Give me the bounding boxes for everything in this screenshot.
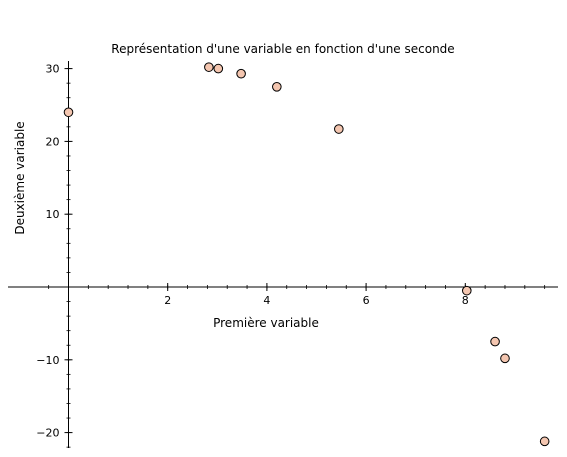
y-tick-label: −10 xyxy=(36,354,59,367)
data-point xyxy=(204,62,214,72)
x-tick-label: 2 xyxy=(164,294,171,307)
data-point xyxy=(272,82,282,92)
data-point xyxy=(236,68,246,79)
tick-labels: 2 4 6 8 −20 −10 10 20 30 xyxy=(36,63,469,440)
data-points xyxy=(63,62,550,447)
x-tick-label: 4 xyxy=(263,294,270,307)
x-tick-label: 6 xyxy=(363,294,370,307)
y-tick-label: 10 xyxy=(46,208,60,221)
data-point xyxy=(500,353,510,364)
y-tick-label: 20 xyxy=(46,135,60,148)
x-axis-title: Première variable xyxy=(213,316,319,330)
data-point xyxy=(63,107,74,118)
data-point xyxy=(461,285,472,296)
chart-title: Représentation d'une variable en fonctio… xyxy=(111,42,454,56)
y-axis-title: Deuxième variable xyxy=(13,121,27,234)
x-tick-label: 8 xyxy=(462,294,469,307)
data-point xyxy=(334,124,344,134)
ticks xyxy=(48,68,546,448)
y-tick-label: −20 xyxy=(36,427,59,440)
data-point xyxy=(213,63,224,74)
axes xyxy=(8,61,558,448)
data-point xyxy=(539,436,550,447)
data-point xyxy=(490,336,500,347)
y-tick-label: 30 xyxy=(46,63,60,76)
